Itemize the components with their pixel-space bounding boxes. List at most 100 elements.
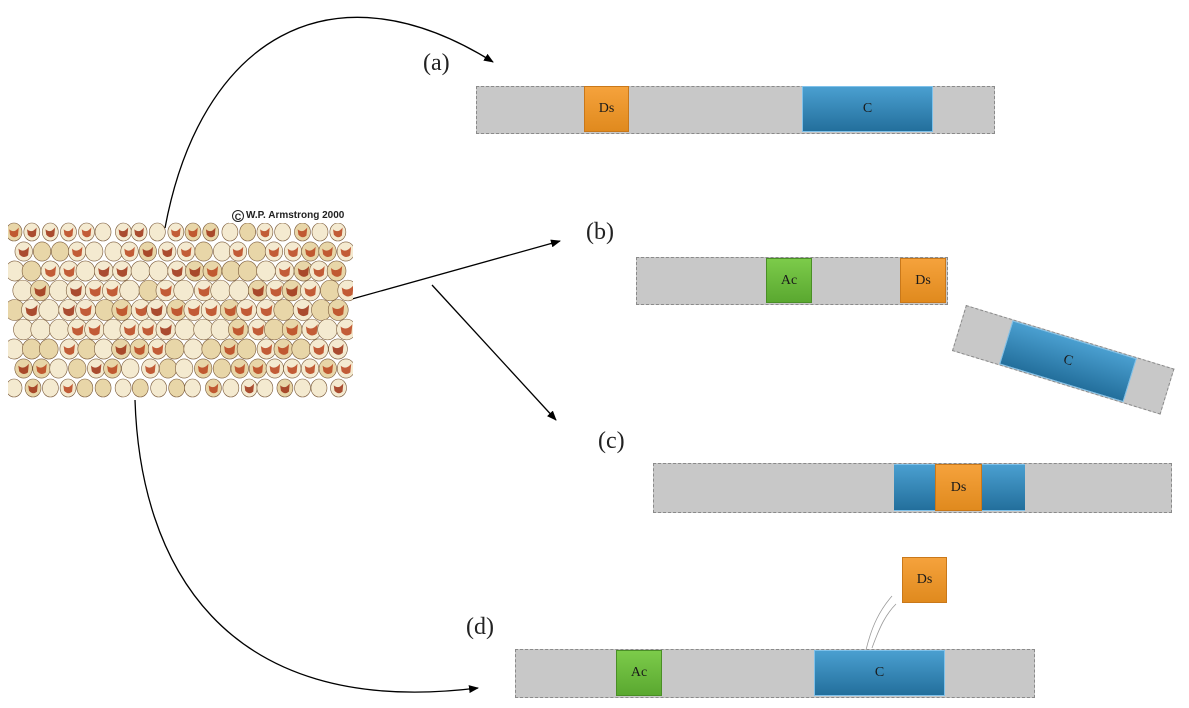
corn-kernel <box>274 222 291 242</box>
kernel-streak <box>260 343 273 355</box>
corn-kernel <box>39 338 59 360</box>
corn-kernel <box>12 279 33 302</box>
kernel-streak <box>142 324 154 336</box>
panel-d-label: (d) <box>466 614 494 640</box>
arrow-to-c <box>431 284 557 421</box>
kernel-streak <box>62 304 75 317</box>
kernel-streak <box>81 227 92 238</box>
kernel-streak <box>234 363 246 375</box>
excision-trace-lines <box>865 595 897 651</box>
kernel-streak <box>88 324 101 336</box>
panel-c-label: (c) <box>598 428 625 454</box>
corn-kernel <box>13 318 34 341</box>
kernel-streak <box>305 246 316 258</box>
kernel-streak <box>180 246 192 258</box>
kernel-streak <box>188 227 198 238</box>
kernel-streak <box>142 246 154 258</box>
corn-kernel <box>210 279 231 302</box>
kernel-streak <box>260 304 273 317</box>
panel-a-c-gene: C <box>802 86 933 132</box>
corn-kernel <box>33 241 52 262</box>
kernel-streak <box>340 363 352 375</box>
kernel-streak <box>313 343 325 355</box>
kernel-streak <box>252 363 264 375</box>
arrow-to-d <box>134 399 479 694</box>
kernel-streak <box>90 363 102 375</box>
corn-kernel <box>119 279 140 302</box>
corn-kernel <box>291 338 311 360</box>
kernel-streak <box>63 265 75 277</box>
kernel-streak <box>162 246 173 258</box>
corn-kernel <box>121 358 140 379</box>
kernel-streak <box>205 304 218 317</box>
corn-kernel <box>228 279 250 302</box>
panel-d-ac-element: Ac <box>616 650 662 696</box>
corn-kernel <box>164 338 185 360</box>
corn-kernel <box>256 378 274 398</box>
kernel-streak <box>340 324 353 336</box>
kernel-streak <box>297 227 308 238</box>
photo-credit: C W.P. Armstrong 2000 <box>229 209 348 223</box>
corn-kernel <box>158 358 178 379</box>
corn-kernel <box>94 222 112 242</box>
corn-kernel <box>256 260 276 282</box>
corn-kernel <box>294 378 311 398</box>
kernel-streak <box>123 324 136 336</box>
kernel-streak <box>28 383 38 394</box>
kernel-streak <box>322 363 334 375</box>
corn-kernel <box>94 338 114 360</box>
corn-kernel <box>104 241 123 262</box>
kernel-streak <box>9 227 19 238</box>
kernel-streak <box>25 304 38 317</box>
kernel-streak <box>277 343 290 355</box>
kernel-streak <box>252 324 265 336</box>
corn-kernel <box>49 358 68 379</box>
kernel-streak <box>260 227 270 238</box>
kernel-streak <box>63 343 75 355</box>
corn-kernel <box>114 378 132 398</box>
kernel-streak <box>89 285 102 297</box>
kernel-streak <box>252 285 265 297</box>
corn-kernel <box>51 241 70 262</box>
kernel-streak <box>340 246 352 258</box>
kernel-streak <box>285 285 298 297</box>
panel-a-label: (a) <box>423 50 450 76</box>
corn-kernel <box>175 358 194 379</box>
panel-b-ds-element: Ds <box>900 258 946 303</box>
kernel-streak <box>115 304 128 317</box>
kernel-streak <box>124 246 135 258</box>
kernel-streak <box>106 285 119 297</box>
kernel-streak <box>232 246 244 258</box>
kernel-streak <box>159 285 172 297</box>
corn-kernel <box>130 260 151 282</box>
kernel-streak <box>286 324 299 336</box>
kernel-streak <box>171 265 183 277</box>
kernel-streak <box>34 285 47 297</box>
corn-kernel <box>264 318 285 341</box>
kernel-streak <box>150 304 163 317</box>
kernel-streak <box>189 265 201 277</box>
corn-kernel <box>149 222 166 242</box>
kernel-streak <box>332 343 344 355</box>
corn-kernel <box>221 222 239 242</box>
kernel-streak <box>280 383 290 394</box>
kernel-streak <box>63 383 73 394</box>
kernel-streak <box>135 304 148 317</box>
corn-kernel <box>150 378 167 398</box>
kernel-streak <box>197 363 209 375</box>
kernel-streak <box>322 246 333 258</box>
kernel-streak <box>297 265 310 277</box>
corn-kernel <box>8 378 23 398</box>
corn-kernel <box>213 241 232 262</box>
kernel-streak <box>63 227 74 238</box>
panel-b-label: (b) <box>586 219 614 245</box>
kernel-streak <box>116 265 128 277</box>
corn-kernel <box>174 318 196 341</box>
kernel-streak <box>269 285 282 297</box>
corn-kernel <box>183 338 203 360</box>
kernel-streak <box>287 246 299 258</box>
corn-kernel <box>317 318 338 341</box>
kernel-streak <box>27 227 37 238</box>
corn-kernel <box>173 279 194 302</box>
corn-ear-photo <box>8 222 353 398</box>
